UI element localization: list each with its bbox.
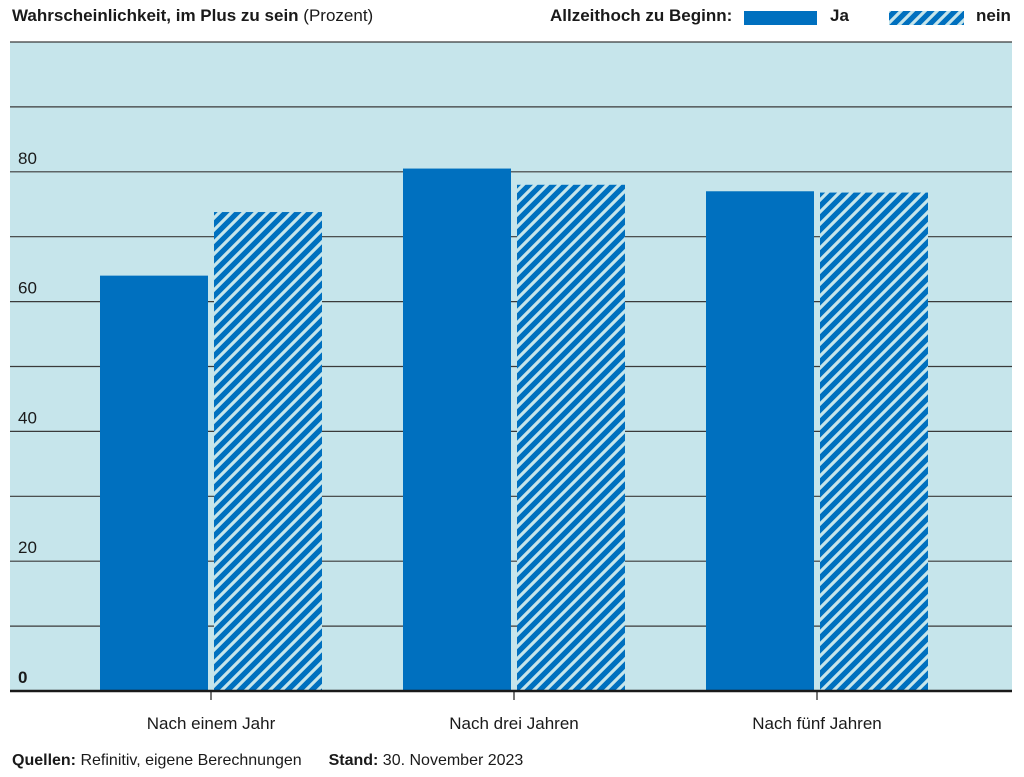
bar-ja-3 [706, 191, 814, 691]
bar-nein-3 [820, 192, 928, 691]
legend-title: Allzeithoch zu Beginn: [550, 6, 733, 25]
sources-value: Refinitiv, eigene Berechnungen [80, 752, 302, 769]
legend-swatch-nein [889, 11, 964, 25]
chart-title-text: Wahrscheinlichkeit, im Plus zu sein [12, 6, 299, 25]
bar-nein-1 [214, 212, 322, 691]
date-value: 30. November 2023 [382, 752, 524, 769]
date-label: Stand: [328, 752, 379, 769]
x-tick-label-1: Nach einem Jahr [147, 714, 276, 733]
chart-unit: (Prozent) [303, 6, 374, 25]
bar-ja-2 [403, 168, 511, 691]
legend-label-nein: nein [976, 6, 1011, 25]
bar-ja-1 [100, 275, 208, 691]
chart-title: Wahrscheinlichkeit, im Plus zu sein (Pro… [12, 6, 373, 26]
x-tick-label-2: Nach drei Jahren [449, 714, 578, 733]
y-tick-labels: 0 20 40 60 80 [18, 149, 37, 687]
x-tick-label-3: Nach fünf Jahren [752, 714, 881, 733]
y-tick-label-20: 20 [18, 538, 37, 557]
legend-swatch-ja [744, 11, 817, 25]
y-tick-label-40: 40 [18, 408, 37, 427]
footer: Quellen: Refinitiv, eigene Berechnungen … [12, 752, 523, 770]
bars [100, 168, 928, 691]
legend-label-ja: Ja [830, 6, 849, 25]
sources-label: Quellen: [12, 752, 77, 769]
y-tick-label-0: 0 [18, 668, 27, 687]
y-tick-label-60: 60 [18, 279, 37, 298]
x-axis: Nach einem Jahr Nach drei Jahren Nach fünf… [10, 689, 1012, 733]
y-tick-label-80: 80 [18, 149, 37, 168]
bar-nein-2 [517, 184, 625, 691]
